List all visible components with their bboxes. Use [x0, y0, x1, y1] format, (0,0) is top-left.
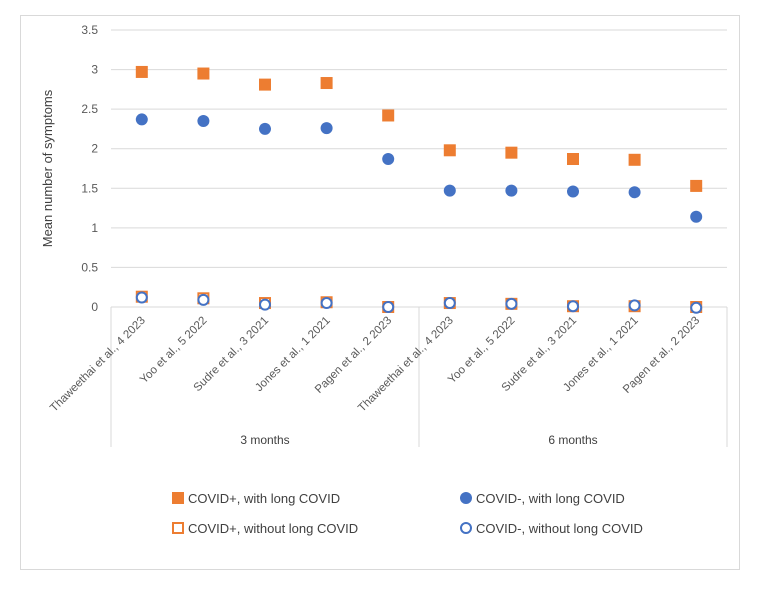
y-tick-label: 3.5	[81, 23, 98, 37]
x-category-label: Thaweethai et al., 4 2023	[48, 315, 148, 415]
x-category-label: Yoo et al., 5 2022	[138, 315, 209, 386]
data-point	[197, 67, 210, 80]
data-point	[628, 186, 641, 199]
data-point	[628, 299, 641, 312]
legend-label: COVID-, without long COVID	[476, 521, 643, 536]
legend-label: COVID+, without long COVID	[188, 521, 358, 536]
data-point	[259, 298, 271, 311]
data-point	[382, 109, 395, 122]
data-point	[320, 77, 333, 90]
gridlines	[111, 29, 727, 308]
y-tick-label: 1	[91, 221, 98, 235]
data-point	[505, 184, 518, 197]
legend-marker	[172, 492, 184, 504]
data-point	[197, 293, 210, 306]
y-tick-label: 0	[91, 300, 98, 314]
data-point	[259, 78, 271, 91]
data-point	[443, 297, 456, 310]
legend-label: COVID-, with long COVID	[476, 491, 625, 506]
y-tick-label: 0.5	[81, 260, 98, 274]
legend-marker	[172, 522, 184, 534]
axis-labels: 0 0.5 1 1.5 2 2.5 3 3.5 Mean number of symptoms T…	[40, 23, 702, 447]
data-point	[135, 291, 148, 304]
y-axis-title: Mean number of symptoms	[40, 89, 55, 247]
legend: COVID+, with long COVID COVID-, with long…	[172, 491, 643, 536]
y-tick-label: 2	[91, 142, 98, 156]
data-point	[320, 297, 333, 310]
data-point	[135, 113, 148, 126]
data-point	[443, 184, 456, 197]
data-point	[690, 301, 703, 314]
y-tick-label: 2.5	[81, 102, 98, 116]
group-label: 3 months	[240, 433, 289, 447]
data-point	[382, 301, 395, 313]
legend-label: COVID+, with long COVID	[188, 491, 340, 506]
data-point	[567, 153, 579, 166]
data-point	[690, 210, 703, 223]
data-point	[135, 65, 148, 78]
legend-marker	[460, 492, 472, 504]
data-point	[443, 144, 456, 157]
x-category-label: Yoo et al., 5 2022	[446, 315, 517, 386]
data-point	[567, 300, 579, 313]
data-point	[505, 297, 518, 310]
data-points	[135, 65, 703, 314]
data-point	[197, 115, 210, 128]
data-point	[259, 122, 271, 135]
data-point	[320, 122, 333, 135]
axes	[110, 307, 728, 447]
legend-marker	[460, 522, 472, 534]
data-point	[505, 146, 518, 159]
y-tick-label: 1.5	[81, 181, 98, 195]
data-point	[382, 153, 395, 166]
data-point	[690, 179, 703, 192]
group-label: 6 months	[548, 433, 597, 447]
data-point	[628, 153, 641, 166]
y-tick-label: 3	[91, 63, 98, 77]
data-point	[567, 185, 579, 198]
